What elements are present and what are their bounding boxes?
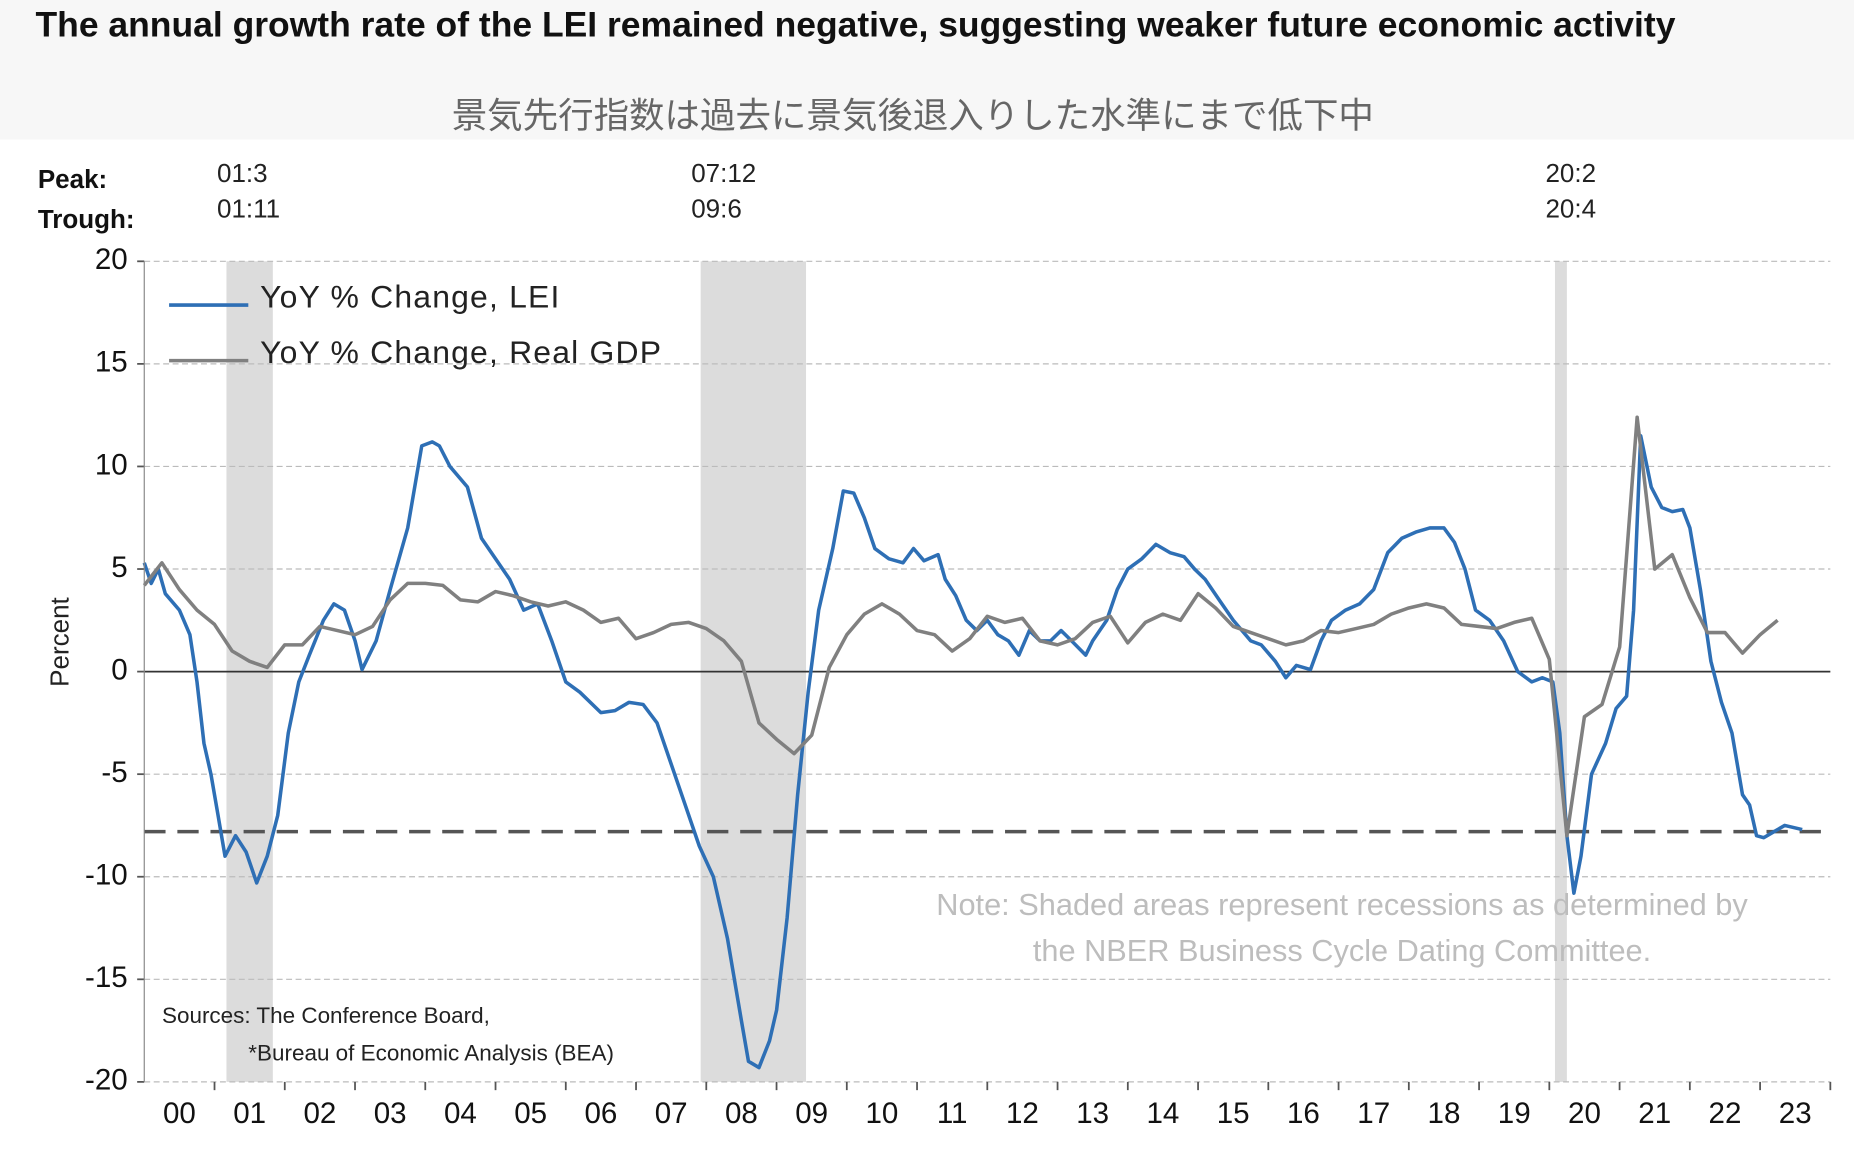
x-tick-label: 05 <box>514 1097 547 1130</box>
x-tick-label: 08 <box>725 1097 758 1130</box>
x-tick-label: 12 <box>1006 1097 1039 1130</box>
series-line <box>142 415 1779 838</box>
x-tick-label: 15 <box>1217 1097 1250 1130</box>
x-tick-label: 11 <box>937 1097 968 1130</box>
x-tick-label: 03 <box>374 1097 407 1130</box>
title-wrap: The annual growth rate of the LEI remain… <box>35 5 1676 45</box>
y-tick-label: -15 <box>85 961 128 994</box>
y-tick-label: -10 <box>85 859 128 892</box>
chart-subtitle: 景気先行指数は過去に景気後退入りした水準にまで低下中 <box>452 96 1374 136</box>
x-tick-label: 19 <box>1498 1097 1531 1130</box>
recession-trough: 01:11 <box>217 193 280 223</box>
legend-label: YoY % Change, LEI <box>260 279 560 315</box>
y-tick-label: 10 <box>95 448 128 481</box>
y-tick-label: 5 <box>111 551 127 584</box>
recession-peak: 20:2 <box>1545 158 1596 188</box>
chart-title: The annual growth rate of the LEI remain… <box>35 5 1676 45</box>
y-tick-label: 0 <box>111 653 127 686</box>
peak-label: Peak: <box>38 164 107 194</box>
x-tick-label: 09 <box>795 1097 828 1130</box>
x-tick-label: 00 <box>163 1097 196 1130</box>
x-tick-label: 02 <box>303 1097 336 1130</box>
x-tick-label: 17 <box>1357 1097 1390 1130</box>
note: the NBER Business Cycle Dating Committee… <box>1033 933 1651 968</box>
trough-label: Trough: <box>38 204 135 234</box>
legend-label: YoY % Change, Real GDP <box>260 334 662 370</box>
x-tick-label: 22 <box>1709 1097 1742 1130</box>
y-tick-label: 15 <box>95 346 128 379</box>
x-tick-label: 10 <box>865 1097 898 1130</box>
y-axis-label: Percent <box>44 596 74 686</box>
x-tick-label: 01 <box>233 1097 266 1130</box>
x-tick-label: 16 <box>1287 1097 1320 1130</box>
y-tick-label: 20 <box>95 243 128 276</box>
recession-peak: 01:3 <box>217 158 268 188</box>
recession-trough: 09:6 <box>691 193 742 223</box>
x-tick-label: 18 <box>1428 1097 1461 1130</box>
x-tick-label: 04 <box>444 1097 477 1130</box>
source: *Bureau of Economic Analysis (BEA) <box>248 1041 614 1066</box>
recession-peak: 07:12 <box>691 158 756 188</box>
x-tick-label: 06 <box>584 1097 617 1130</box>
y-tick-label: -5 <box>101 756 127 789</box>
x-tick-label: 20 <box>1568 1097 1601 1130</box>
recession-trough: 20:4 <box>1545 193 1596 223</box>
x-tick-label: 23 <box>1779 1097 1812 1130</box>
note: Note: Shaded areas represent recessions … <box>936 887 1748 922</box>
x-tick-label: 14 <box>1146 1097 1179 1130</box>
y-tick-label: -20 <box>85 1064 128 1097</box>
x-tick-label: 13 <box>1076 1097 1109 1130</box>
x-tick-label: 07 <box>655 1097 688 1130</box>
x-tick-label: 21 <box>1638 1097 1671 1130</box>
source: Sources: The Conference Board, <box>162 1003 490 1028</box>
